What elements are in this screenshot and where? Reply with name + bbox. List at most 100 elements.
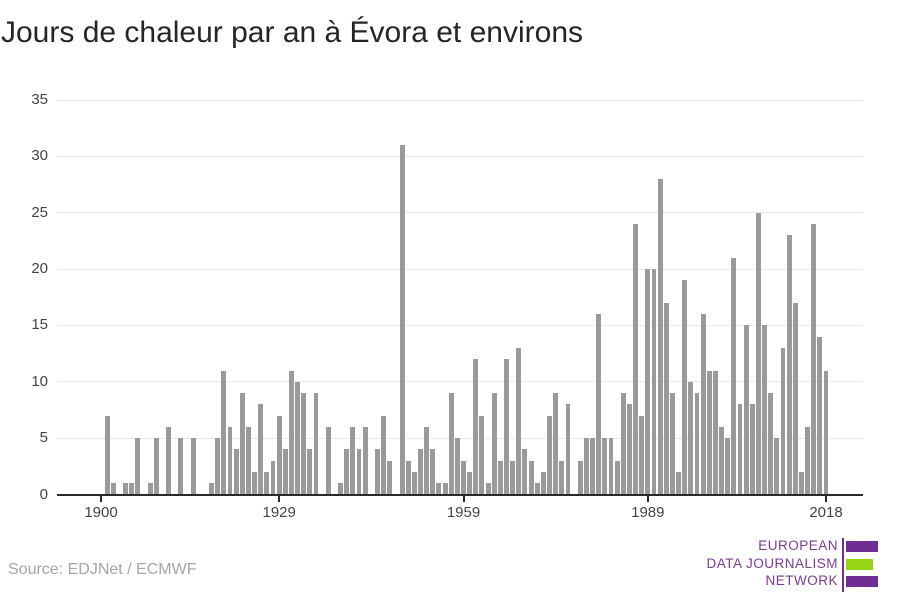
bar-1943[interactable]	[362, 426, 368, 495]
bar-2008[interactable]	[762, 325, 767, 495]
bar-1995[interactable]	[682, 280, 688, 495]
bar-1957[interactable]	[448, 393, 454, 495]
bar-1960[interactable]	[467, 471, 473, 495]
bar-1966[interactable]	[504, 359, 509, 495]
bar-1958[interactable]	[454, 438, 460, 495]
bar-1934[interactable]	[307, 449, 313, 495]
bar-1929[interactable]	[276, 415, 282, 495]
bar-2018[interactable]	[823, 370, 829, 495]
bar-1996[interactable]	[688, 381, 694, 495]
bar-1905[interactable]	[129, 483, 135, 495]
bar-2016[interactable]	[811, 223, 817, 495]
bar-1955[interactable]	[436, 483, 442, 495]
bar-1994[interactable]	[676, 471, 681, 495]
bar-1969[interactable]	[522, 449, 528, 495]
bar-1939[interactable]	[338, 483, 344, 495]
bar-1915[interactable]	[190, 438, 196, 495]
bar-1933[interactable]	[301, 393, 307, 495]
bar-1921[interactable]	[227, 426, 233, 495]
bar-2007[interactable]	[755, 212, 761, 495]
bar-1922[interactable]	[233, 449, 239, 495]
bar-1984[interactable]	[614, 460, 620, 495]
bar-1911[interactable]	[166, 426, 172, 495]
bar-1981[interactable]	[596, 314, 602, 495]
bar-2013[interactable]	[792, 302, 798, 495]
bar-2014[interactable]	[798, 471, 804, 495]
bar-1913[interactable]	[178, 438, 184, 495]
bar-1956[interactable]	[442, 483, 448, 495]
bar-1991[interactable]	[657, 178, 663, 495]
bar-1982[interactable]	[602, 438, 608, 495]
bar-1927[interactable]	[264, 471, 270, 495]
bar-1902[interactable]	[110, 483, 116, 495]
bar-1931[interactable]	[289, 370, 294, 495]
bar-1950[interactable]	[405, 460, 411, 495]
bar-1979[interactable]	[583, 438, 589, 495]
bar-1975[interactable]	[559, 460, 565, 495]
bar-1951[interactable]	[411, 471, 417, 495]
bar-1924[interactable]	[246, 426, 251, 495]
bar-1967[interactable]	[510, 460, 516, 495]
bar-2003[interactable]	[731, 257, 737, 495]
bar-1973[interactable]	[547, 415, 552, 495]
bar-2005[interactable]	[743, 325, 749, 495]
bar-1920[interactable]	[221, 370, 227, 495]
bar-2001[interactable]	[719, 426, 724, 495]
bar-1953[interactable]	[424, 426, 430, 495]
bar-1989[interactable]	[645, 269, 651, 495]
bar-2002[interactable]	[725, 438, 731, 495]
bar-1985[interactable]	[620, 393, 626, 495]
bar-1962[interactable]	[479, 415, 485, 495]
bar-2015[interactable]	[805, 426, 810, 495]
bar-1937[interactable]	[325, 426, 331, 495]
bar-1988[interactable]	[639, 415, 645, 495]
bar-1971[interactable]	[534, 483, 540, 495]
bar-1904[interactable]	[123, 483, 129, 495]
bar-1923[interactable]	[239, 393, 245, 495]
bar-1945[interactable]	[375, 449, 380, 495]
bar-1999[interactable]	[706, 370, 712, 495]
bar-1940[interactable]	[344, 449, 350, 495]
bar-1942[interactable]	[356, 449, 362, 495]
bar-1918[interactable]	[209, 483, 215, 495]
bar-1949[interactable]	[399, 145, 405, 495]
bar-1978[interactable]	[577, 460, 583, 495]
bar-2000[interactable]	[712, 370, 718, 495]
bar-1906[interactable]	[135, 438, 141, 495]
bar-1986[interactable]	[626, 404, 632, 495]
bar-1932[interactable]	[295, 381, 301, 495]
bar-1909[interactable]	[153, 438, 159, 495]
bar-1954[interactable]	[430, 449, 436, 495]
bar-1925[interactable]	[252, 471, 258, 495]
bar-1952[interactable]	[418, 449, 423, 495]
bar-1974[interactable]	[553, 393, 559, 495]
bar-1926[interactable]	[258, 404, 264, 495]
bar-1908[interactable]	[147, 483, 153, 495]
bar-1990[interactable]	[651, 269, 657, 495]
bar-1968[interactable]	[516, 347, 522, 495]
bar-1901[interactable]	[104, 415, 110, 495]
bar-2011[interactable]	[780, 347, 786, 495]
bar-1965[interactable]	[497, 460, 503, 495]
bar-1959[interactable]	[461, 460, 466, 495]
bar-2010[interactable]	[774, 438, 780, 495]
bar-1983[interactable]	[608, 438, 614, 495]
bar-1980[interactable]	[590, 438, 595, 495]
bar-1947[interactable]	[387, 460, 393, 495]
bar-1946[interactable]	[381, 415, 387, 495]
bar-1987[interactable]	[633, 223, 638, 495]
bar-1935[interactable]	[313, 393, 319, 495]
bar-1992[interactable]	[663, 302, 669, 495]
bar-1930[interactable]	[282, 449, 288, 495]
bar-1964[interactable]	[491, 393, 497, 495]
bar-2006[interactable]	[749, 404, 755, 495]
bar-1970[interactable]	[528, 460, 534, 495]
bar-1993[interactable]	[669, 393, 675, 495]
bar-1919[interactable]	[215, 438, 221, 495]
bar-1997[interactable]	[694, 393, 700, 495]
bar-2017[interactable]	[817, 336, 823, 495]
bar-1998[interactable]	[700, 314, 706, 495]
bar-1941[interactable]	[350, 426, 356, 495]
bar-2012[interactable]	[786, 235, 792, 495]
bar-2009[interactable]	[768, 393, 774, 495]
